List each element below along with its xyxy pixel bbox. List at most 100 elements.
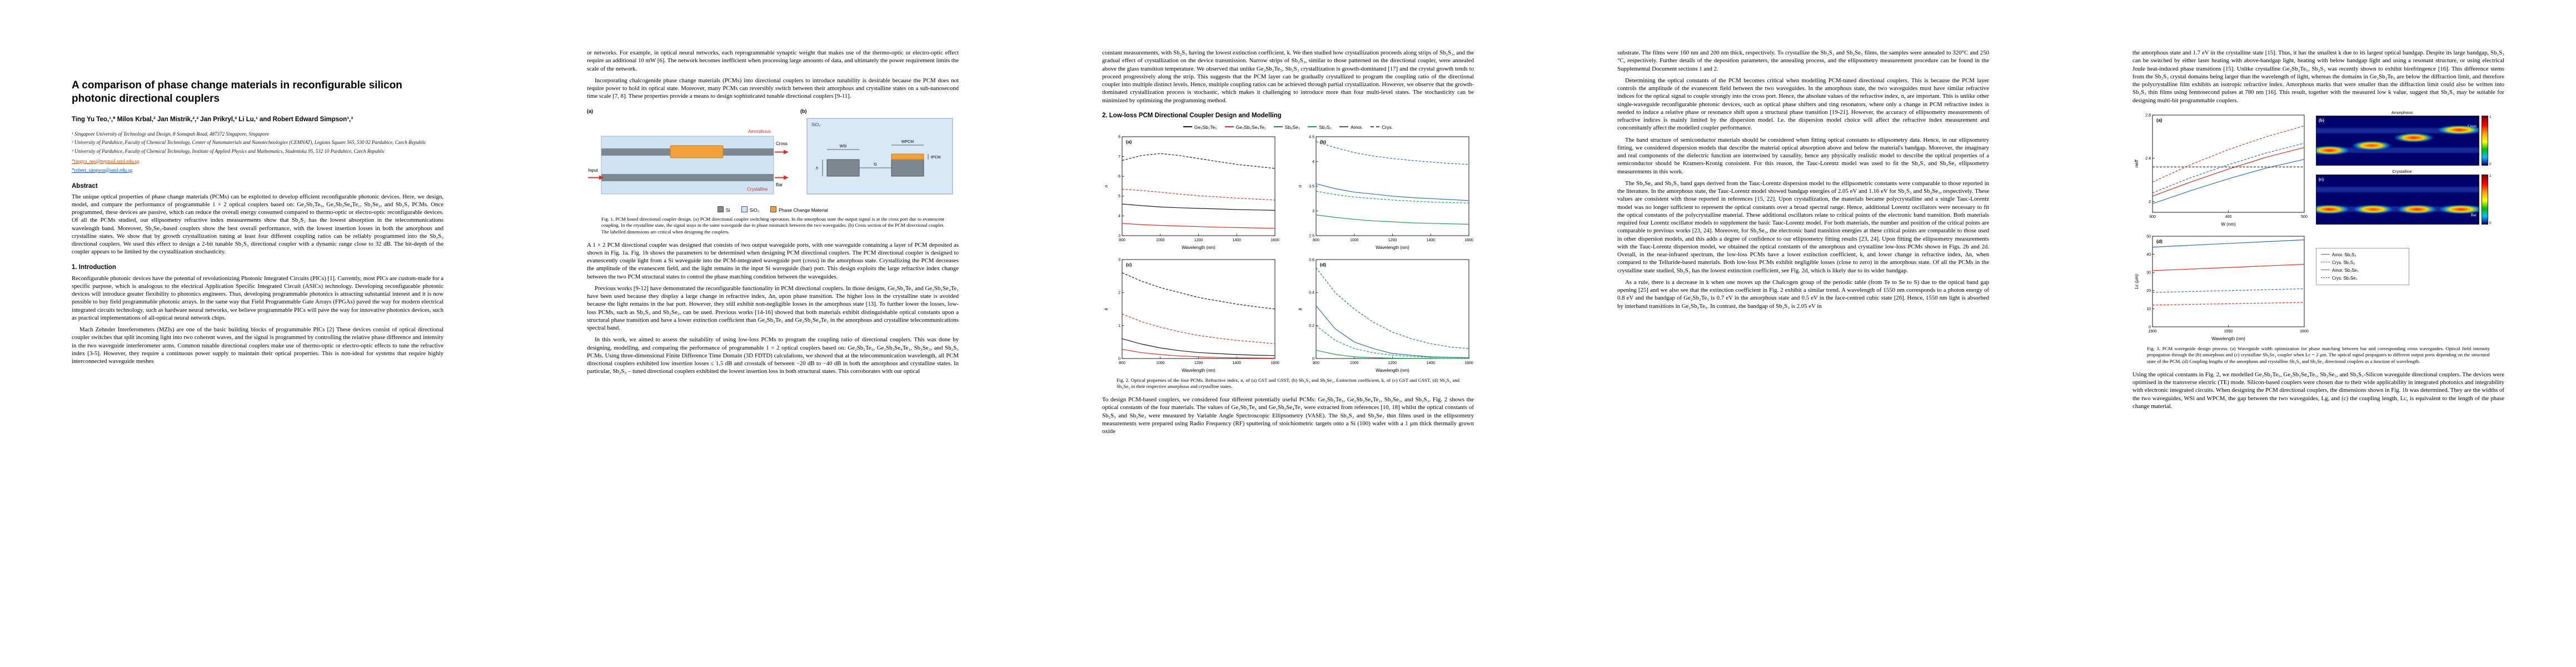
svg-text:0.4: 0.4 <box>1309 291 1314 295</box>
svg-text:(c): (c) <box>1126 262 1132 267</box>
body-paragraph: substrate. The films were 160 nm and 200… <box>1617 49 1989 72</box>
legend-item: Crys. <box>1371 125 1393 130</box>
line-sample <box>1183 126 1192 127</box>
si-waveguide-right <box>891 159 924 176</box>
page-1: A comparison of phase change materials i… <box>0 0 515 667</box>
body-paragraph: or networks. For example, in optical neu… <box>587 49 959 72</box>
fig2-caption: Fig. 2. Optical properties of the four P… <box>1117 377 1459 390</box>
svg-text:800: 800 <box>1313 361 1319 365</box>
si-waveguide-left <box>826 159 860 176</box>
intro-heading: 1. Introduction <box>72 263 116 271</box>
fig3-panel-d: 1500 1550 1600 0 10 20 30 40 50 Wavelength (nm) Lc… <box>2134 235 2309 341</box>
body-paragraph: Previous works [9-12] have demonstrated … <box>587 285 959 332</box>
cmap-b-label: (b) <box>2319 117 2324 123</box>
bar-port-label: Bar <box>2470 212 2477 217</box>
svg-text:1: 1 <box>1118 324 1120 328</box>
line-sample <box>1339 126 1349 127</box>
colorbar-min: 0 <box>2489 221 2492 225</box>
colorbar-max: 1 <box>2489 173 2492 178</box>
fig3-bottom-row: 1500 1550 1600 0 10 20 30 40 50 Wavelength (nm) Lc… <box>2132 231 2504 342</box>
cmap-c-label: (c) <box>2319 176 2324 182</box>
legend-item: SiO₂ <box>741 206 759 213</box>
svg-text:400: 400 <box>2225 215 2232 219</box>
fig3-panel-b: (b) Cross 1 0 <box>2316 115 2492 166</box>
legend-item: Amor. Sb₂S₃ <box>2321 252 2404 257</box>
legend-label: Ge₂Sb₂Te₅ <box>1194 124 1217 130</box>
email-link-2[interactable]: *robert_simpson@sutd.edu.sg <box>72 167 133 173</box>
svg-text:1200: 1200 <box>1194 361 1203 365</box>
legend-label: SiO₂ <box>749 207 760 213</box>
svg-text:0.6: 0.6 <box>1309 258 1314 262</box>
svg-text:50: 50 <box>2146 235 2151 238</box>
svg-text:8: 8 <box>1118 135 1120 139</box>
body-paragraph: To design PCM-based couplers, we conside… <box>1102 396 1474 435</box>
legend-label: Ge₂Sb₂Se₄Te₁ <box>1235 124 1266 130</box>
svg-text:1000: 1000 <box>1156 361 1165 365</box>
svg-text:k: k <box>1104 307 1109 310</box>
dashed-line-sample <box>1371 126 1380 127</box>
svg-text:1600: 1600 <box>2300 330 2309 334</box>
bar-arrowhead <box>784 175 789 180</box>
wpcm-dim-label: WPCM <box>901 140 914 144</box>
svg-text:40: 40 <box>2146 253 2151 257</box>
fig3-panel-c: (c) Bar 1 0 <box>2316 174 2492 225</box>
affiliation-3: ³ University of Pardubice, Faculty of Ch… <box>72 148 385 154</box>
svg-text:500: 500 <box>2301 215 2308 219</box>
body-paragraph: In this work, we aimed to assess the sui… <box>587 336 959 375</box>
legend-item: Sb₂S₃ <box>1308 125 1332 130</box>
svg-text:1400: 1400 <box>1232 361 1241 365</box>
legend-item: Sb₂Se₃ <box>1273 124 1301 130</box>
svg-text:(b): (b) <box>1320 139 1326 145</box>
svg-text:neff: neff <box>2134 160 2139 167</box>
colorbar: 1 0 <box>2482 115 2492 166</box>
pcm-layer <box>891 153 924 160</box>
legend-item: Crys. Sb₂Se₃ <box>2321 276 2404 281</box>
fig1-caption: Fig. 1. PCM based directional coupler de… <box>601 216 944 235</box>
svg-text:1000: 1000 <box>1156 238 1165 242</box>
body-paragraph: The band structure of semiconductor mate… <box>1617 136 1989 175</box>
fig3-series-legend: Amor. Sb₂S₃ Crys. Sb₂S₃ Amor. Sb₂Se₃ Cry… <box>2316 247 2409 285</box>
fig2-panel-d: 800 1000 1200 1400 1600 0 0.2 0.4 0.6 Wavelength … <box>1298 258 1473 373</box>
body-paragraph: Determining the optical constants of the… <box>1617 77 1989 132</box>
svg-text:300: 300 <box>2149 215 2156 219</box>
svg-text:0: 0 <box>2149 325 2151 329</box>
input-arrowhead <box>599 175 604 180</box>
line-sample <box>1224 126 1234 127</box>
line-sample <box>1273 126 1283 127</box>
mode-propagation-colormap-amorphous: (b) Cross <box>2316 115 2479 166</box>
authors-line: Ting Yu Teo,¹,* Milos Krbal,² Jan Mistri… <box>72 116 353 123</box>
svg-text:3: 3 <box>1118 234 1120 238</box>
fig3-top-row: 300 400 500 2 2.4 2.8 W (nm) neff (a) Amorphous … <box>2132 110 2504 228</box>
paper-title: A comparison of phase change materials i… <box>72 79 402 105</box>
body-paragraph: As a rule, there is a decrease in k when… <box>1617 278 1989 310</box>
svg-text:2: 2 <box>2149 200 2151 204</box>
abstract-text: The unique optical properties of phase c… <box>72 193 444 256</box>
svg-text:4: 4 <box>1312 160 1314 164</box>
svg-text:1400: 1400 <box>1232 238 1241 242</box>
svg-text:k: k <box>1298 307 1303 310</box>
svg-text:(a): (a) <box>2156 117 2163 123</box>
legend-item: Amor. <box>1339 125 1363 130</box>
legend-item: Ge₂Sb₂Se₄Te₁ <box>1224 124 1266 130</box>
affiliation-1: ¹ Singapore University of Technology and… <box>72 131 270 137</box>
body-paragraph: Using the optical constants in Fig. 2, w… <box>2132 371 2504 410</box>
legend-item: Phase Change Material <box>770 206 828 213</box>
svg-text:Wavelength (nm): Wavelength (nm) <box>1376 245 1409 250</box>
svg-text:1600: 1600 <box>1270 238 1279 242</box>
svg-text:(d): (d) <box>2156 238 2163 244</box>
legend-item: Amor. Sb₂Se₃ <box>2321 268 2404 273</box>
fig1-materials-legend: Si SiO₂ Phase Change Material <box>587 206 959 213</box>
svg-text:1600: 1600 <box>1464 361 1473 365</box>
fig2-panels: 800 1000 1200 1400 1600 3 4 5 6 7 8 Wavelength (nm)… <box>1102 132 1474 374</box>
svg-text:30: 30 <box>2146 271 2151 275</box>
legend-label: Amor. Sb₂S₃ <box>2332 252 2356 257</box>
svg-text:1400: 1400 <box>1426 238 1435 242</box>
mode-propagation-colormap-crystalline: (c) Bar <box>2316 174 2479 225</box>
pcm-patch <box>670 145 724 158</box>
svg-text:1550: 1550 <box>2224 330 2233 334</box>
legend-label: Sb₂Se₃ <box>1284 124 1301 130</box>
pcm-swatch <box>770 206 777 212</box>
svg-text:2.8: 2.8 <box>2145 113 2151 117</box>
email-link-1[interactable]: *tingyu_teo@mymail.sutd.edu.sg <box>72 158 139 164</box>
svg-text:Wavelength (nm): Wavelength (nm) <box>1182 245 1215 250</box>
